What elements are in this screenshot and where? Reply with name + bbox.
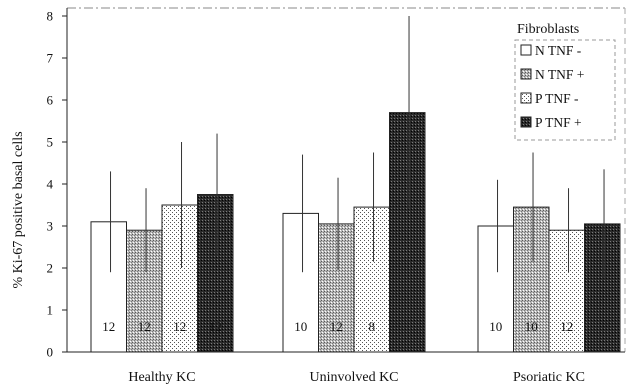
bar [548, 229, 585, 353]
legend: Fibroblasts N TNF - N TNF + P TNF - P TNF + [514, 22, 616, 141]
sample-size-label: 12 [138, 319, 151, 334]
bar [477, 225, 514, 353]
bar [197, 194, 234, 353]
y-tick-label: 4 [47, 177, 54, 192]
y-tick-label: 7 [47, 51, 54, 66]
y-tick-label: 5 [47, 135, 54, 150]
y-axis-label: % Ki-67 positive basal cells [11, 131, 26, 288]
sample-size-label: 12 [560, 319, 573, 334]
bar [389, 112, 426, 353]
sample-size-label: 12 [209, 319, 222, 334]
y-tick-label: 8 [47, 9, 54, 24]
bar [90, 221, 127, 353]
x-category-label: Psoriatic KC [513, 370, 585, 385]
y-tick-label: 3 [47, 219, 54, 234]
y-tick-label: 0 [47, 345, 54, 360]
x-category-label: Uninvolved KC [309, 370, 398, 385]
sample-size-label: 12 [173, 319, 186, 334]
legend-swatch [520, 44, 532, 56]
legend-entry: N TNF + [535, 67, 584, 82]
bar [126, 229, 163, 353]
bar [353, 206, 390, 353]
bar [513, 206, 550, 353]
legend-swatch [520, 68, 532, 80]
x-category-label: Healthy KC [128, 370, 195, 385]
legend-box [514, 39, 616, 141]
y-tick-label: 2 [47, 261, 54, 276]
bar [318, 223, 355, 353]
bar [584, 223, 621, 353]
sample-size-label: 8 [369, 319, 376, 334]
sample-size-label: 10 [294, 319, 307, 334]
sample-size-label: 10 [489, 319, 502, 334]
sample-size-label: 12 [330, 319, 343, 334]
y-tick-label: 6 [47, 93, 54, 108]
legend-title: Fibroblasts [517, 22, 579, 37]
bar [161, 204, 198, 353]
sample-size-label: 10 [525, 319, 538, 334]
y-tick-label: 1 [47, 303, 54, 318]
legend-entry: P TNF - [535, 91, 579, 106]
legend-swatch [520, 92, 532, 104]
legend-swatch [520, 116, 532, 128]
legend-entry: P TNF + [535, 115, 582, 130]
sample-size-label: 12 [102, 319, 115, 334]
legend-entry: N TNF - [535, 43, 582, 58]
